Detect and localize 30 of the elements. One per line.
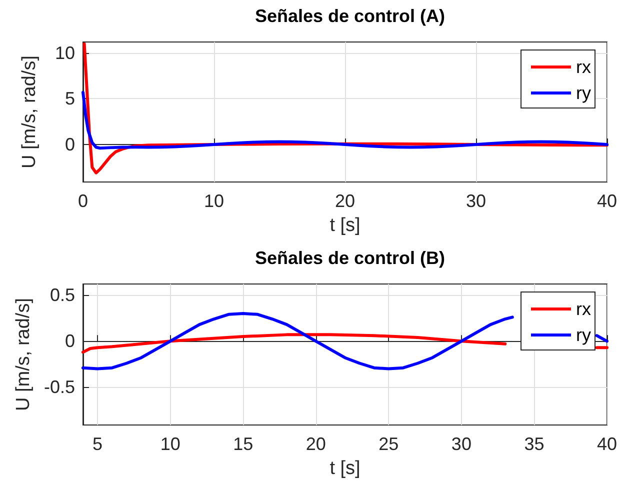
x-tick-label: 20 (334, 191, 356, 211)
x-axis-title: t [s] (330, 458, 360, 479)
x-tick-label: 20 (306, 434, 326, 454)
y-tick-label: 0.5 (50, 285, 75, 306)
chart-title: Señales de control (B) (254, 248, 446, 268)
x-tick-label: 10 (160, 434, 180, 454)
x-tick-label: 40 (596, 434, 618, 454)
x-tick-label: 30 (451, 434, 472, 454)
x-tick-label: 10 (204, 191, 224, 211)
legend-label: ry (576, 325, 592, 345)
x-tick-label: 25 (378, 434, 399, 454)
y-axis-title: U [m/s, rad/s] (19, 56, 40, 168)
x-tick-label: 5 (92, 434, 103, 454)
y-axis-title: U [m/s, rad/s] (13, 298, 34, 411)
x-tick-label: 0 (78, 191, 88, 211)
line-series (82, 90, 608, 150)
y-tick-label: 0 (64, 134, 75, 154)
legend-label: ry (576, 83, 592, 103)
x-axis-title: t [s] (330, 215, 360, 236)
y-tick-label: 5 (64, 88, 75, 109)
x-tick-label: 15 (233, 434, 254, 454)
legend-label: rx (576, 299, 592, 319)
y-tick-label: -0.5 (44, 377, 75, 398)
x-tick-label: 30 (466, 191, 486, 211)
x-tick-label: 35 (524, 434, 544, 454)
y-tick-label: 0 (64, 331, 75, 352)
chart-title: Señales de control (A) (254, 6, 446, 26)
legend-label: rx (576, 57, 592, 77)
y-tick-label: 10 (54, 42, 75, 63)
x-tick-label: 40 (596, 191, 618, 211)
